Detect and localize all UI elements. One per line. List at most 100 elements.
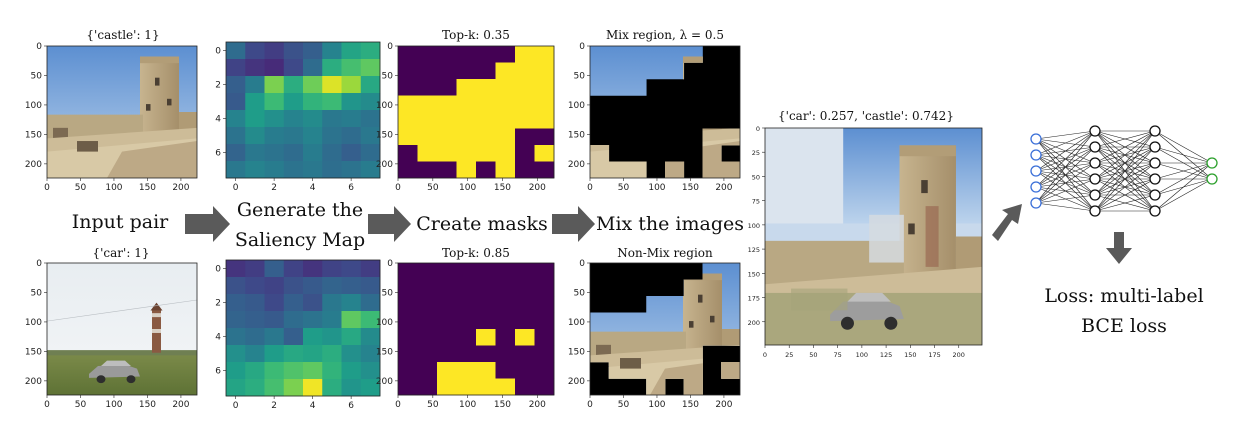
grid-cell bbox=[534, 62, 555, 80]
grid-cell bbox=[303, 294, 323, 312]
grid-cell bbox=[360, 311, 381, 329]
grid-cell bbox=[303, 144, 323, 162]
grid-cell bbox=[515, 378, 535, 396]
grid-cell bbox=[398, 79, 418, 96]
grid-cell bbox=[322, 311, 342, 329]
grid-cell bbox=[417, 362, 438, 379]
y-tick-label: 100 bbox=[568, 318, 585, 328]
grid-cell bbox=[226, 127, 246, 145]
y-tick-label: 0 bbox=[36, 42, 42, 52]
panel-title-bottom-input: {'car': 1} bbox=[93, 246, 150, 260]
loss-line1: Loss: multi-label bbox=[1044, 285, 1203, 307]
grid-cell bbox=[398, 362, 418, 379]
grid-cell bbox=[515, 112, 535, 129]
grid-cell bbox=[437, 46, 457, 63]
x-tick-label: 175 bbox=[928, 351, 940, 359]
grid-cell bbox=[495, 62, 516, 80]
panel-bottom-mask: Top-k: 0.85 bbox=[397, 246, 555, 396]
grid-cell bbox=[437, 161, 457, 179]
network-node bbox=[1030, 149, 1042, 161]
grid-cell bbox=[476, 79, 496, 96]
y-tick-label: 25 bbox=[752, 149, 760, 157]
grid-cell bbox=[437, 345, 457, 363]
axis-ticks: 0 0 50 50 100 100 150 150 200 200 bbox=[568, 42, 733, 193]
grid-cell bbox=[360, 76, 381, 94]
grid-cell bbox=[226, 161, 246, 179]
grid-cell bbox=[437, 378, 457, 396]
grid-cell bbox=[283, 59, 304, 77]
y-tick-label: 150 bbox=[568, 347, 585, 357]
grid-cell bbox=[303, 127, 323, 145]
network-node bbox=[1149, 125, 1161, 137]
loss-line2: BCE loss bbox=[1081, 315, 1167, 337]
grid-cell bbox=[495, 112, 516, 129]
grid-cell bbox=[456, 296, 477, 313]
step-saliency-line1: Generate the bbox=[237, 199, 363, 221]
x-tick-label: 0 bbox=[233, 401, 239, 411]
grid-cell bbox=[417, 112, 438, 129]
y-tick-label: 0 bbox=[36, 259, 42, 269]
mixed-result-image bbox=[765, 128, 982, 345]
grid-cell bbox=[226, 93, 246, 111]
grid-cell bbox=[495, 362, 516, 379]
grid-cell bbox=[264, 277, 285, 295]
y-tick-label: 75 bbox=[752, 198, 760, 206]
grid-cell bbox=[417, 161, 438, 179]
y-tick-label: 200 bbox=[376, 377, 393, 387]
grid-cell bbox=[360, 328, 381, 346]
grid-cell bbox=[437, 362, 457, 379]
grid-cell bbox=[303, 260, 323, 278]
network-edge bbox=[1035, 178, 1096, 204]
grid-cell bbox=[322, 362, 342, 380]
panel-title-bottom-mask: Top-k: 0.85 bbox=[442, 246, 510, 260]
grid-cell bbox=[534, 345, 555, 363]
grid-cell bbox=[495, 79, 516, 96]
grid-cell bbox=[417, 145, 438, 162]
grid-cell bbox=[264, 328, 285, 346]
grid-cell bbox=[245, 362, 265, 380]
grid-cell bbox=[245, 294, 265, 312]
panel-bottom-mix: Non-Mix region bbox=[589, 246, 741, 396]
y-tick-label: 100 bbox=[376, 101, 393, 111]
grid-cell bbox=[476, 46, 496, 63]
grid-cell bbox=[456, 345, 477, 363]
grid-cell bbox=[437, 279, 457, 297]
y-tick-label: 0 bbox=[579, 42, 585, 52]
x-tick-label: 0 bbox=[233, 183, 239, 193]
grid-cell bbox=[417, 312, 438, 330]
grid-cell bbox=[341, 294, 362, 312]
grid-cell bbox=[322, 328, 342, 346]
x-tick-label: 100 bbox=[459, 400, 476, 410]
grid-cell bbox=[264, 144, 285, 162]
grid-cell bbox=[341, 42, 362, 60]
network-edge bbox=[1035, 162, 1096, 204]
grid-cell bbox=[360, 362, 381, 380]
grid-cell bbox=[437, 312, 457, 330]
grid-cell bbox=[398, 279, 418, 297]
grid-cell bbox=[341, 127, 362, 145]
grid-cell bbox=[264, 93, 285, 111]
network-edge bbox=[1154, 162, 1213, 196]
y-tick-label: 0 bbox=[387, 42, 393, 52]
network-node bbox=[1089, 189, 1101, 201]
grid-cell bbox=[515, 95, 535, 113]
x-tick-label: 150 bbox=[904, 351, 916, 359]
network-node bbox=[1089, 125, 1101, 137]
grid-cell bbox=[245, 110, 265, 128]
y-tick-label: 200 bbox=[25, 377, 42, 387]
network-edge bbox=[1094, 162, 1156, 212]
grid-cell bbox=[534, 312, 555, 330]
x-tick-label: 200 bbox=[529, 183, 546, 193]
grid-cell bbox=[437, 112, 457, 129]
grid-cell bbox=[283, 110, 304, 128]
grid-cell bbox=[303, 93, 323, 111]
x-tick-label: 0 bbox=[395, 400, 401, 410]
grid-cell bbox=[398, 329, 418, 346]
grid-cell bbox=[360, 379, 381, 397]
grid-cell bbox=[360, 93, 381, 111]
x-tick-label: 50 bbox=[427, 183, 439, 193]
saliency-heatmap-top bbox=[226, 42, 381, 179]
panel-result: {'car': 0.257, 'castle': 0.742} bbox=[764, 109, 983, 346]
grid-cell bbox=[226, 328, 246, 346]
x-tick-label: 0 bbox=[44, 183, 50, 193]
